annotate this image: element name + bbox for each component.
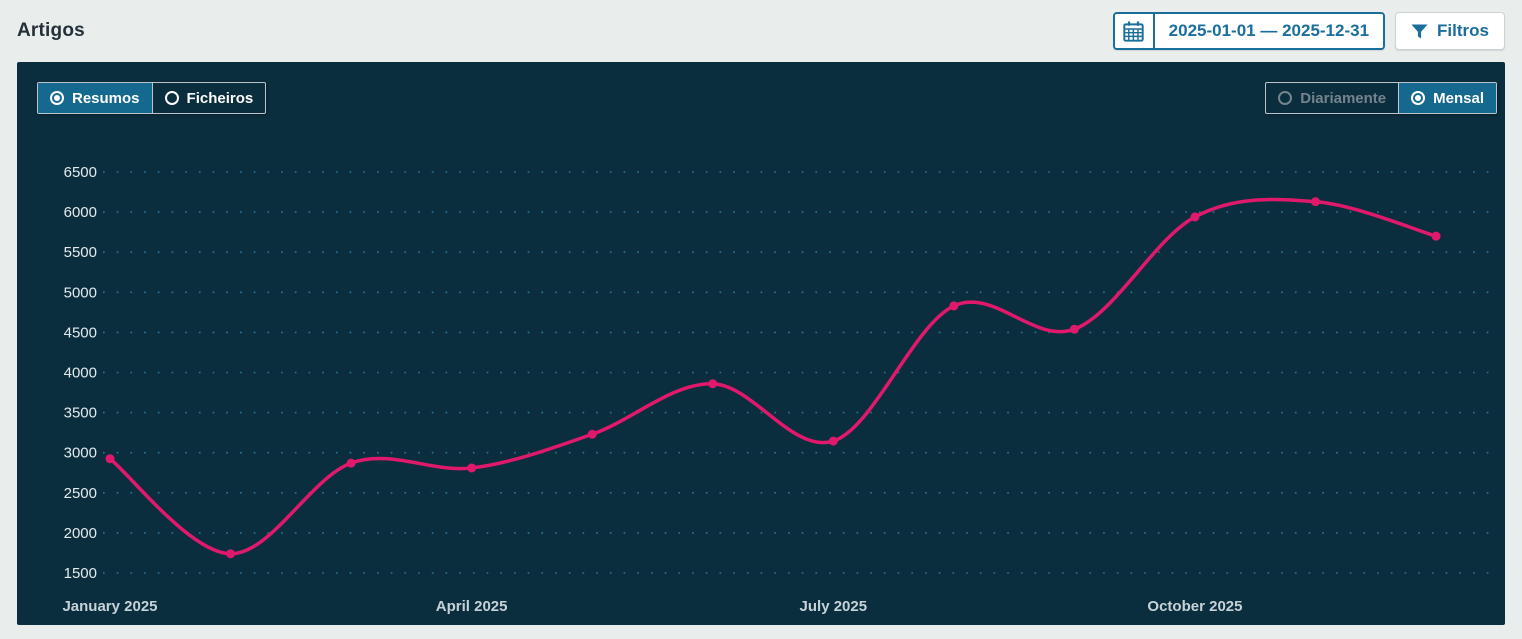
radio-selected-icon (1411, 91, 1426, 105)
y-axis-tick-label: 4000 (64, 365, 97, 382)
date-range-button[interactable]: 2025-01-01 — 2025-12-31 (1154, 14, 1384, 48)
metric-option-label: Ficheiros (186, 89, 254, 107)
header-controls: 2025-01-01 — 2025-12-31 Filtros (1112, 12, 1505, 50)
y-axis-tick-label: 4500 (64, 324, 97, 341)
chart-toggles: Resumos Ficheiros Diariamente Mensal (37, 82, 1497, 114)
page-title: Artigos (17, 20, 85, 41)
period-option-mensal[interactable]: Mensal (1398, 83, 1496, 113)
radio-unselected-icon (164, 91, 179, 105)
metric-option-label: Resumos (72, 89, 140, 107)
data-point[interactable] (226, 549, 236, 559)
gridlines: 1500 2000 2500 3000 3500 4000 4500 5000 5500 6000… (64, 164, 1496, 582)
funnel-icon (1411, 23, 1428, 39)
filters-button[interactable]: Filtros (1395, 12, 1505, 50)
data-point[interactable] (346, 458, 356, 468)
y-axis-tick-label: 5500 (64, 244, 97, 261)
data-point[interactable] (1311, 197, 1320, 207)
calendar-button[interactable] (1114, 14, 1155, 48)
data-point[interactable] (467, 463, 477, 473)
data-point[interactable] (1069, 324, 1079, 334)
x-axis-tick-label: April 2025 (436, 598, 508, 615)
y-axis-tick-label: 3000 (64, 445, 97, 462)
y-axis-tick-label: 2000 (64, 525, 97, 542)
data-point[interactable] (828, 436, 838, 446)
period-toggle-group: Diariamente Mensal (1265, 82, 1497, 114)
metric-toggle-group: Resumos Ficheiros (37, 82, 267, 114)
chart-card: Resumos Ficheiros Diariamente Mensal 150… (17, 62, 1505, 625)
y-axis-tick-label: 5000 (64, 284, 97, 301)
metric-option-ficheiros[interactable]: Ficheiros (151, 83, 266, 113)
y-axis-tick-label: 6500 (64, 164, 97, 181)
calendar-icon (1123, 21, 1144, 42)
period-option-diariamente[interactable]: Diariamente (1266, 83, 1398, 113)
y-axis-tick-label: 3500 (64, 405, 97, 422)
data-point[interactable] (1431, 231, 1441, 241)
data-point[interactable] (949, 301, 959, 311)
data-point[interactable] (587, 429, 597, 439)
x-axis-tick-label: July 2025 (800, 598, 868, 615)
period-option-label: Diariamente (1300, 89, 1387, 107)
filters-button-label: Filtros (1437, 21, 1489, 40)
data-point[interactable] (708, 379, 718, 389)
y-axis-tick-label: 6000 (64, 204, 97, 221)
period-option-label: Mensal (1433, 89, 1484, 107)
radio-selected-icon (50, 91, 64, 105)
radio-unselected-icon (1278, 91, 1293, 105)
x-axis-tick-label: January 2025 (62, 598, 157, 615)
y-axis-tick-label: 2500 (64, 485, 97, 502)
date-range-picker: 2025-01-01 — 2025-12-31 (1112, 12, 1386, 50)
metric-option-resumos[interactable]: Resumos (38, 83, 152, 113)
data-point[interactable] (105, 454, 115, 464)
y-axis-tick-label: 1500 (64, 565, 97, 582)
x-axis-tick-label: October 2025 (1147, 598, 1242, 615)
data-point[interactable] (1190, 212, 1200, 222)
page-header: Artigos 2025-01-01 — 2025-12-31 Filtros (0, 0, 1522, 62)
articles-line-chart[interactable]: 1500 2000 2500 3000 3500 4000 4500 5000 5500 6000… (17, 62, 1505, 625)
